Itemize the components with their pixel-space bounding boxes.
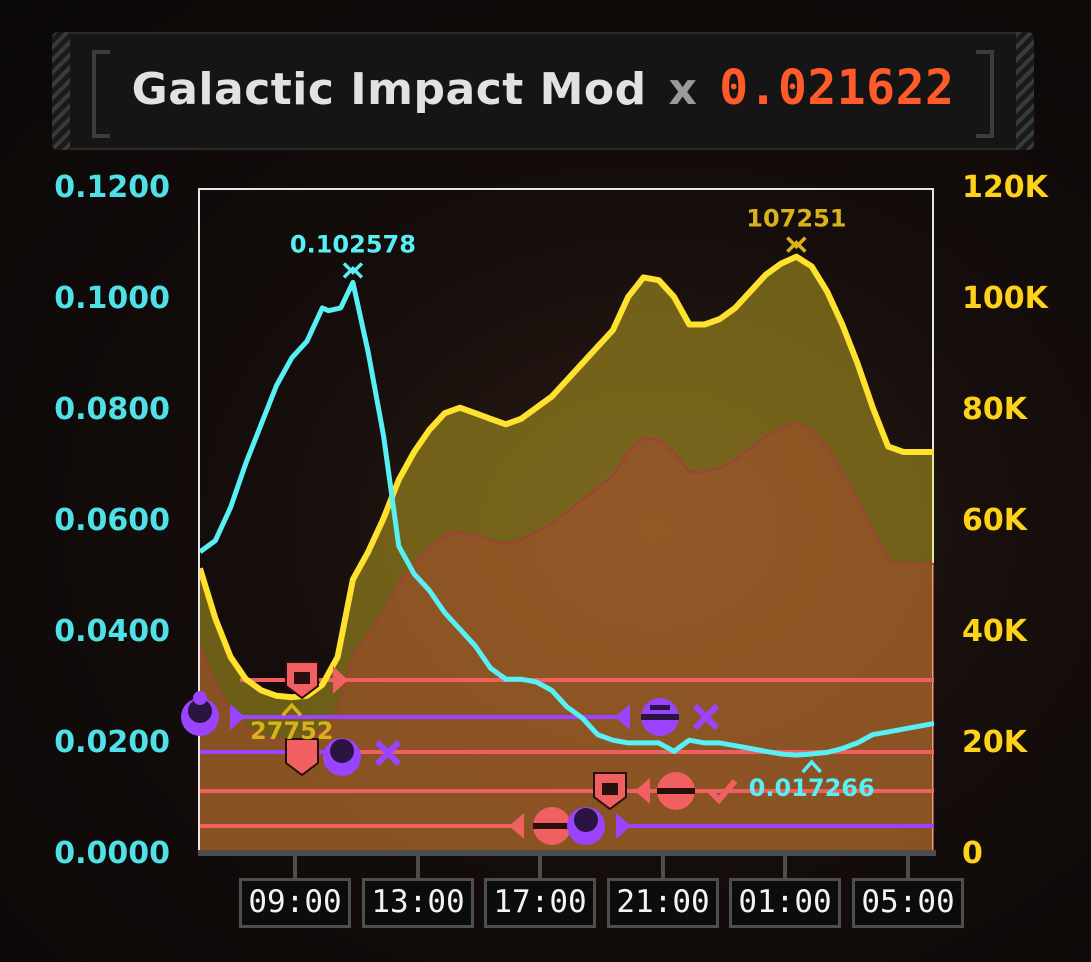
enemy-faction-3-disc-icon bbox=[641, 698, 679, 736]
y-left-tick: 0.1200 bbox=[54, 170, 170, 205]
enemy-faction-1-disc-icon bbox=[657, 772, 695, 810]
enemy-faction-2-arrow-icon bbox=[616, 813, 631, 839]
enemy-faction-2-arrow-icon bbox=[615, 704, 630, 730]
enemy-faction-1-shield-icon bbox=[593, 772, 627, 811]
y-left-tick: 0.0000 bbox=[54, 836, 170, 871]
header-bracket-right bbox=[976, 50, 994, 138]
enemy-faction-2-arrow-icon bbox=[230, 704, 245, 730]
players-inner-area bbox=[200, 422, 934, 851]
x-tick-mark bbox=[293, 856, 297, 878]
enemy-faction-2-crescent-icon bbox=[567, 807, 605, 845]
enemy-faction-1-arrow-icon bbox=[635, 778, 650, 804]
header-stripe-left bbox=[52, 32, 70, 150]
players-area bbox=[200, 256, 934, 851]
min-marker bbox=[281, 702, 303, 717]
y-left-tick: 0.0600 bbox=[54, 503, 170, 538]
header-panel: Galactic Impact Mod x 0.021622 bbox=[52, 32, 1034, 150]
x-tick-label: 09:00 bbox=[239, 878, 351, 928]
y-right-tick: 60K bbox=[962, 503, 1027, 538]
cross-icon bbox=[374, 739, 402, 767]
max-value-label: 107251 bbox=[746, 205, 846, 233]
enemy-faction-1-shield-icon bbox=[285, 738, 319, 777]
x-tick-label: 21:00 bbox=[607, 878, 719, 928]
plot-frame bbox=[198, 188, 934, 851]
y-left-tick: 0.0800 bbox=[54, 392, 170, 427]
enemy-faction-1-arrow-icon bbox=[509, 813, 524, 839]
y-right-tick: 0 bbox=[962, 836, 983, 871]
x-tick-mark bbox=[906, 856, 910, 878]
enemy-faction-2-crescent-icon bbox=[181, 691, 219, 736]
max-value-label: 0.102578 bbox=[290, 230, 416, 258]
min-value-label: 0.017266 bbox=[749, 774, 875, 802]
cross-icon bbox=[692, 703, 720, 731]
min-marker bbox=[801, 759, 822, 774]
header-value: 0.021622 bbox=[719, 60, 955, 116]
y-right-tick: 120K bbox=[962, 170, 1048, 205]
check-icon bbox=[707, 779, 738, 805]
x-tick-label: 05:00 bbox=[852, 878, 964, 928]
x-tick-mark bbox=[416, 856, 420, 878]
enemy-faction-1-disc-icon bbox=[533, 807, 571, 845]
max-marker bbox=[342, 262, 364, 279]
header-label: Galactic Impact Mod bbox=[131, 64, 647, 115]
header-stripe-right bbox=[1016, 32, 1034, 150]
y-left-tick: 0.0200 bbox=[54, 725, 170, 760]
max-marker bbox=[786, 236, 807, 253]
x-tick-mark bbox=[538, 856, 542, 878]
x-tick-mark bbox=[661, 856, 665, 878]
enemy-faction-2-crescent-icon bbox=[323, 738, 361, 776]
y-right-tick: 40K bbox=[962, 614, 1027, 649]
y-right-tick: 80K bbox=[962, 392, 1027, 427]
min-value-label: 27752 bbox=[250, 717, 334, 745]
header-bracket-left bbox=[92, 50, 110, 138]
x-axis-baseline bbox=[198, 850, 936, 856]
x-tick-label: 01:00 bbox=[729, 878, 841, 928]
y-left-tick: 0.1000 bbox=[54, 281, 170, 316]
header-title: Galactic Impact Mod x 0.021622 bbox=[52, 60, 1034, 116]
x-tick-label: 13:00 bbox=[362, 878, 474, 928]
x-tick-label: 17:00 bbox=[484, 878, 596, 928]
players-series-line bbox=[200, 253, 934, 701]
y-right-tick: 20K bbox=[962, 725, 1027, 760]
y-left-tick: 0.0400 bbox=[54, 614, 170, 649]
impact-series-line bbox=[200, 279, 934, 758]
header-times: x bbox=[668, 64, 698, 115]
enemy-faction-1-arrow-icon bbox=[333, 666, 348, 694]
y-right-tick: 100K bbox=[962, 281, 1048, 316]
enemy-faction-1-shield-icon bbox=[285, 661, 319, 700]
x-tick-mark bbox=[783, 856, 787, 878]
